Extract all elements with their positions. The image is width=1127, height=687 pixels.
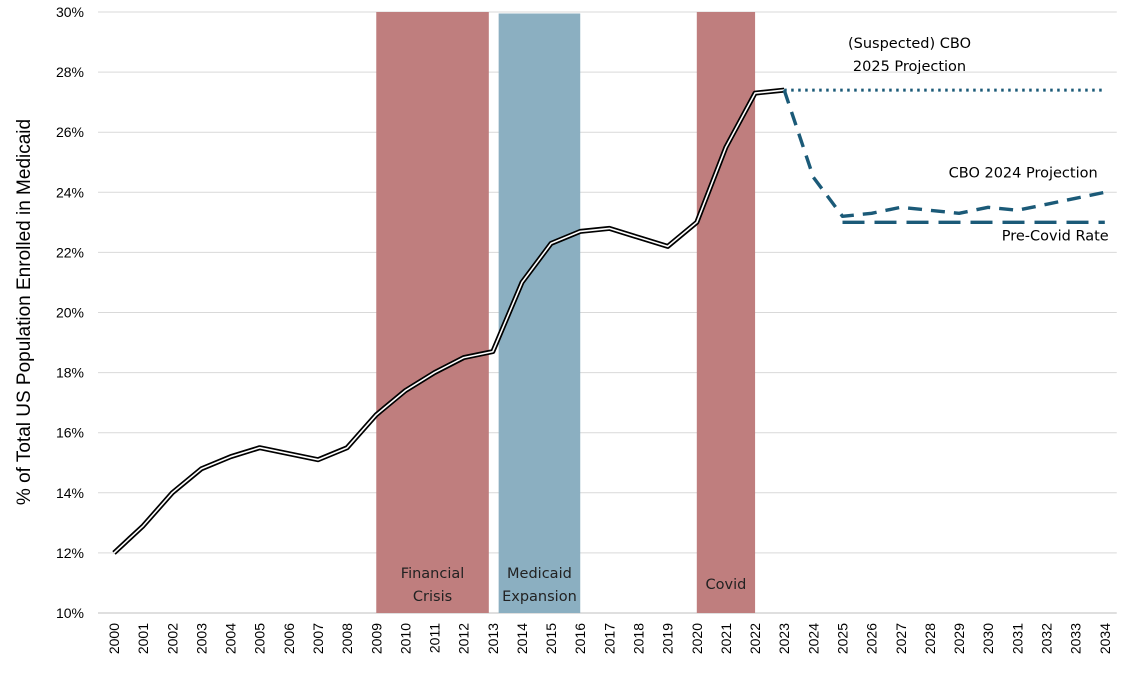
x-tick-label: 2020 xyxy=(689,623,705,654)
y-axis-label: % of Total US Population Enrolled in Med… xyxy=(14,119,35,505)
x-tick-label: 2000 xyxy=(106,623,122,654)
y-tick-label: 12% xyxy=(56,545,84,561)
x-tick-label: 2031 xyxy=(1009,623,1025,654)
x-axis-ticks: 2000 2001 2002 2003 2004 2005 2006 2007 2008 2009… xyxy=(106,623,1113,654)
x-tick-label: 2019 xyxy=(660,623,676,654)
grid xyxy=(98,11,1117,614)
x-tick-label: 2003 xyxy=(193,623,209,654)
x-tick-label: 2028 xyxy=(922,623,938,654)
x-tick-label: 2012 xyxy=(456,623,472,654)
x-tick-label: 2011 xyxy=(427,623,443,653)
band-label: Medicaid xyxy=(507,566,572,582)
event-band xyxy=(498,13,581,613)
event-band xyxy=(376,12,489,613)
x-tick-label: 2008 xyxy=(339,623,355,654)
cbo-2025-label: 2025 Projection xyxy=(853,59,966,75)
x-tick-label: 2005 xyxy=(252,623,268,654)
x-tick-label: 2025 xyxy=(835,623,851,654)
y-tick-label: 20% xyxy=(56,305,84,321)
x-tick-label: 2007 xyxy=(310,623,326,654)
y-tick-label: 16% xyxy=(56,425,84,441)
event-bands: Financial Crisis Medicaid Expansion Covid xyxy=(376,12,756,613)
x-tick-label: 2034 xyxy=(1097,623,1113,654)
x-tick-label: 2024 xyxy=(805,623,821,654)
x-tick-label: 2013 xyxy=(485,623,501,654)
y-axis-ticks: 10% 12% 14% 16% 18% 20% 22% 24% 26% 28% 30% xyxy=(56,4,84,621)
pre-covid-label: Pre-Covid Rate xyxy=(1002,228,1109,244)
x-tick-label: 2010 xyxy=(397,623,413,654)
y-tick-label: 14% xyxy=(56,485,84,501)
x-tick-label: 2027 xyxy=(893,623,909,654)
y-tick-label: 26% xyxy=(56,124,84,140)
cbo-2024-label: CBO 2024 Projection xyxy=(949,165,1098,181)
band-label: Covid xyxy=(706,577,747,593)
x-tick-label: 2029 xyxy=(951,623,967,654)
y-tick-label: 18% xyxy=(56,365,84,381)
band-label: Crisis xyxy=(413,589,452,605)
x-tick-label: 2014 xyxy=(514,623,530,654)
x-tick-label: 2001 xyxy=(135,623,151,654)
x-tick-label: 2015 xyxy=(543,623,559,654)
x-tick-label: 2023 xyxy=(776,623,792,654)
cbo-2024-line xyxy=(782,89,1106,219)
y-tick-label: 24% xyxy=(56,184,84,200)
x-tick-label: 2002 xyxy=(164,623,180,654)
x-tick-label: 2004 xyxy=(223,623,239,654)
event-band xyxy=(696,12,756,613)
band-label: Expansion xyxy=(502,589,577,605)
x-tick-label: 2026 xyxy=(864,623,880,654)
x-tick-label: 2022 xyxy=(747,623,763,654)
x-tick-label: 2030 xyxy=(980,623,996,654)
y-tick-label: 30% xyxy=(56,4,84,20)
x-tick-label: 2017 xyxy=(601,623,617,654)
historical-line-inner xyxy=(113,89,785,554)
annotations: (Suspected) CBO 2025 Projection CBO 2024 P… xyxy=(848,36,1109,244)
x-tick-label: 2016 xyxy=(572,623,588,654)
band-label: Financial xyxy=(401,566,465,582)
y-tick-label: 10% xyxy=(56,605,84,621)
y-tick-label: 28% xyxy=(56,64,84,80)
x-tick-label: 2032 xyxy=(1038,623,1054,654)
series-lines xyxy=(112,87,1106,555)
y-tick-label: 22% xyxy=(56,244,84,260)
x-tick-label: 2009 xyxy=(368,623,384,654)
x-tick-label: 2018 xyxy=(631,623,647,654)
x-tick-label: 2021 xyxy=(718,623,734,654)
cbo-2025-label: (Suspected) CBO xyxy=(848,36,971,52)
x-tick-label: 2033 xyxy=(1068,623,1084,654)
x-tick-label: 2006 xyxy=(281,623,297,654)
